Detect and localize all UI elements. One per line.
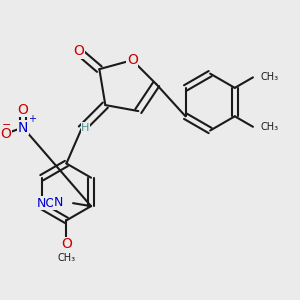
Text: N: N [53,196,63,209]
Text: −: − [2,120,11,130]
Text: O: O [73,44,84,58]
Text: +: + [28,114,36,124]
Text: NO₂: NO₂ [37,197,61,210]
Text: H: H [81,122,89,133]
Text: O: O [127,53,138,67]
Text: N: N [18,121,28,134]
Text: O: O [61,237,72,251]
Text: CH₃: CH₃ [260,122,279,132]
Text: CH₃: CH₃ [260,72,279,82]
Text: O: O [18,103,28,117]
Text: O: O [1,127,11,140]
Text: CH₃: CH₃ [57,253,76,263]
